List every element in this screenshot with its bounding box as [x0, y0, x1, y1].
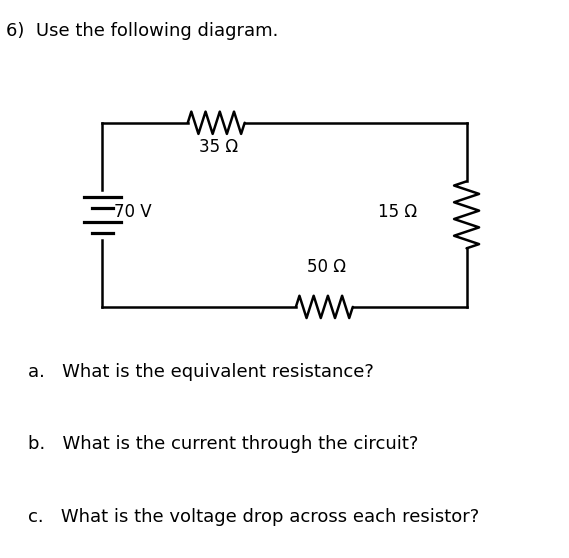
Text: 50 Ω: 50 Ω [307, 258, 347, 276]
Text: 70 V: 70 V [114, 203, 151, 221]
Text: a.   What is the equivalent resistance?: a. What is the equivalent resistance? [28, 363, 374, 381]
Text: 15 Ω: 15 Ω [378, 203, 418, 221]
Text: c.   What is the voltage drop across each resistor?: c. What is the voltage drop across each … [28, 508, 480, 526]
Text: b.   What is the current through the circuit?: b. What is the current through the circu… [28, 435, 419, 453]
Text: 6)  Use the following diagram.: 6) Use the following diagram. [6, 22, 278, 40]
Text: 35 Ω: 35 Ω [199, 138, 238, 156]
